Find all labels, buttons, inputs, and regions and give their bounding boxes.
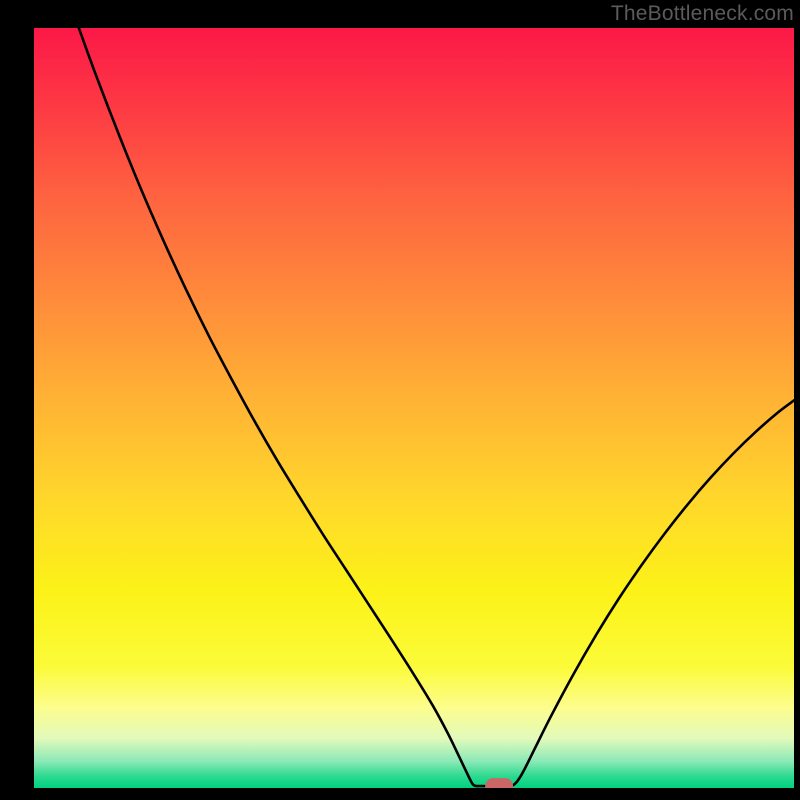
chart-frame: TheBottleneck.com — [0, 0, 800, 800]
bottleneck-chart — [34, 28, 794, 788]
optimal-marker — [485, 778, 513, 788]
watermark-text: TheBottleneck.com — [611, 2, 794, 26]
